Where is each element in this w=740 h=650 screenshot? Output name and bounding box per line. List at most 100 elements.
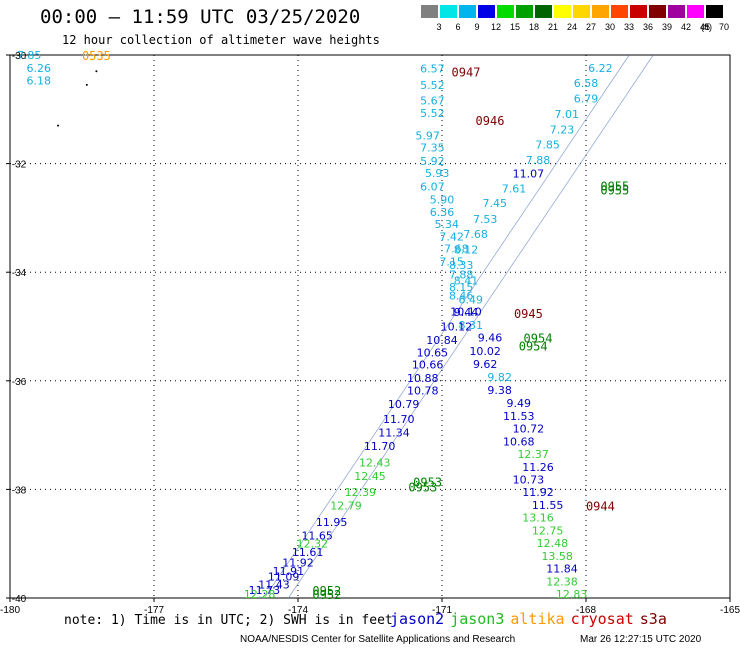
pass-time-label: 0953 <box>413 475 442 489</box>
wave-height-label: 11.26 <box>522 461 554 474</box>
wave-height-label: 6.18 <box>27 75 52 88</box>
wave-height-label: 7.45 <box>483 197 508 210</box>
color-scale-label: 45 <box>699 22 710 32</box>
wave-height-label: 12.48 <box>537 537 569 550</box>
mission-label: jason3 <box>450 610 505 628</box>
observation-dot <box>85 83 88 86</box>
color-scale-label: 12 <box>490 22 501 32</box>
wave-height-label: 11.43 <box>258 578 290 591</box>
mission-label: s3a <box>639 610 667 628</box>
wave-height-label: 6.79 <box>574 92 599 105</box>
wave-height-label: 13.16 <box>522 512 554 525</box>
pass-time-label: 0954 <box>524 331 553 345</box>
color-scale-swatch <box>497 5 514 18</box>
wave-height-label: 7.68 <box>444 242 469 255</box>
color-scale-swatch <box>687 5 704 18</box>
wave-height-label: 12.32 <box>297 538 329 551</box>
wave-height-label: 8.12 <box>454 243 479 256</box>
color-scale-label: 27 <box>585 22 596 32</box>
wave-height-label: 7.68 <box>463 228 488 241</box>
pass-time-label: 0953 <box>408 481 437 495</box>
wave-height-label: 12.75 <box>532 525 564 538</box>
wave-height-label: 6.36 <box>430 206 455 219</box>
color-scale-swatch <box>554 5 571 18</box>
wave-height-label: 5.97 <box>415 129 440 142</box>
color-scale-swatch <box>630 5 647 18</box>
pass-time-label: 0955 <box>600 184 629 198</box>
pass-time-label: 0952 <box>312 584 341 598</box>
y-tick-label: -36 <box>12 377 27 388</box>
color-scale-label: 18 <box>528 22 539 32</box>
color-scale-label: 36 <box>642 22 653 32</box>
wave-height-label: 10.84 <box>426 334 458 347</box>
color-scale-label: 39 <box>661 22 672 32</box>
wave-height-label: 5.90 <box>430 193 455 206</box>
color-scale-swatch <box>516 5 533 18</box>
color-scale-unit: (ft) <box>701 22 712 32</box>
wave-height-label: 5.52 <box>420 107 445 120</box>
wave-height-label: 7.85 <box>17 49 42 62</box>
wave-height-label: 7.61 <box>502 183 527 196</box>
wave-height-label: 11.91 <box>273 565 305 578</box>
x-tick-label: -171 <box>432 605 452 616</box>
x-tick-label: -177 <box>144 605 164 616</box>
wave-height-label: 10.02 <box>469 345 501 358</box>
wave-height-label: 7.15 <box>439 255 464 268</box>
color-scale-label: 9 <box>474 22 480 32</box>
color-scale-swatch <box>535 5 552 18</box>
y-tick-label: -32 <box>12 160 27 171</box>
wave-height-label: 9.49 <box>507 397 532 410</box>
wave-height-label: 9.44 <box>454 306 479 319</box>
wave-height-label: 7.88 <box>449 268 474 281</box>
plot-frame <box>9 54 731 599</box>
wave-height-label: 7.53 <box>473 213 498 226</box>
wave-height-label: 10.68 <box>503 436 535 449</box>
wave-height-label: 10.72 <box>513 423 545 436</box>
mission-legend: jason2 jason3 altika cryosat s3a <box>390 610 673 628</box>
wave-height-label: 11.07 <box>513 167 545 180</box>
color-scale-swatch <box>649 5 666 18</box>
y-tick-label: -38 <box>12 485 27 496</box>
wave-height-label: 12.45 <box>354 470 386 483</box>
wave-height-label: 11.09 <box>268 570 300 583</box>
wave-height-label: 6.49 <box>459 293 484 306</box>
color-scale-label: 3 <box>436 22 442 32</box>
wave-height-label: 12.38 <box>546 576 578 589</box>
x-tick-label: -174 <box>288 605 308 616</box>
wave-height-label: 11.95 <box>316 516 348 529</box>
wave-height-label: 5.52 <box>420 79 445 92</box>
wave-height-label: 6.57 <box>420 63 445 76</box>
wave-height-label: 10.78 <box>407 385 439 398</box>
wave-height-label: 11.34 <box>378 426 410 439</box>
y-tick-label: -40 <box>12 594 27 605</box>
wave-height-label: 7.88 <box>526 154 551 167</box>
wave-height-label: 10.79 <box>388 398 420 411</box>
color-scale-swatch <box>592 5 609 18</box>
wave-height-label: 11.92 <box>282 557 314 570</box>
wave-height-label: 7.35 <box>420 141 445 154</box>
color-scale-swatch <box>421 5 438 18</box>
wave-height-label: 12.83 <box>556 588 588 601</box>
wave-height-label: 10.12 <box>441 321 473 334</box>
wave-height-label: 7.85 <box>535 139 560 152</box>
x-tick-label: -168 <box>576 605 596 616</box>
credit-text: NOAA/NESDIS Center for Satellite Applica… <box>240 634 516 645</box>
pass-time-label: 0952 <box>312 588 341 602</box>
satellite-track-line <box>264 54 630 599</box>
wave-height-label: 11.70 <box>383 413 415 426</box>
wave-height-label: 6.22 <box>588 62 613 75</box>
wave-height-label: 11.84 <box>546 563 578 576</box>
pass-time-label: 0944 <box>586 500 615 514</box>
wave-height-label: 9.62 <box>473 358 498 371</box>
color-scale-swatch <box>611 5 628 18</box>
mission-label: altika <box>510 610 565 628</box>
wave-height-label: 10.66 <box>412 359 444 372</box>
wave-height-label: 11.53 <box>503 410 535 423</box>
color-scale-swatch <box>459 5 476 18</box>
wave-height-label: 12.79 <box>330 500 362 513</box>
wave-height-label: 5.34 <box>435 218 460 231</box>
wave-height-label: 6.26 <box>27 62 52 75</box>
observation-dot <box>57 124 59 127</box>
color-scale-label: 42 <box>680 22 691 32</box>
